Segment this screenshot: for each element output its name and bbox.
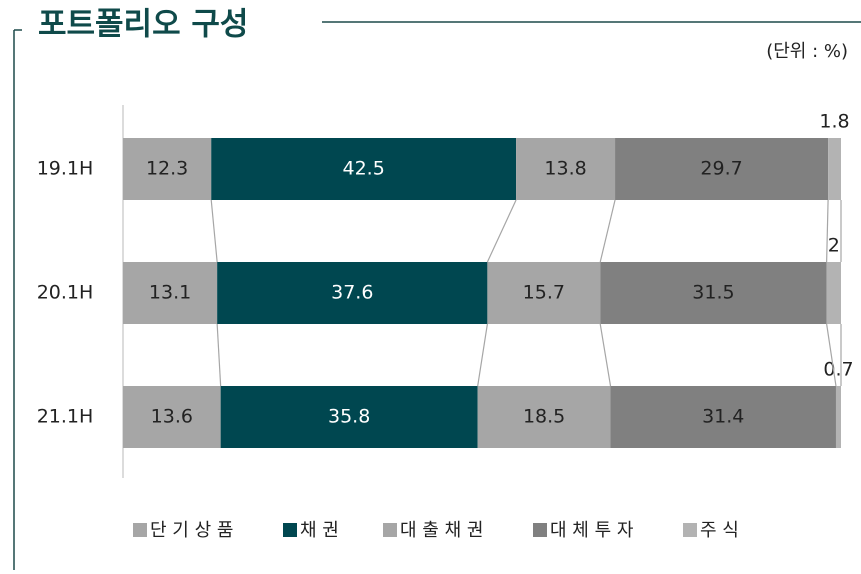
value-label: 31.5 xyxy=(692,282,734,304)
bar-segment xyxy=(615,138,829,200)
value-label: 15.7 xyxy=(523,282,565,304)
bar-segment xyxy=(516,138,616,200)
value-label: 13.6 xyxy=(151,406,193,428)
connector xyxy=(599,199,616,263)
value-label: 18.5 xyxy=(523,406,565,428)
category-label: 21.1H xyxy=(37,406,94,428)
bar-segment xyxy=(211,138,517,200)
value-label: 35.8 xyxy=(328,406,370,428)
value-label: 12.3 xyxy=(146,158,188,180)
legend-label: 채 권 xyxy=(300,520,339,541)
legend-swatch xyxy=(383,523,397,537)
bar-segment xyxy=(220,386,478,448)
legend-label: 단 기 상 품 xyxy=(150,520,233,541)
bar-segment xyxy=(826,262,841,324)
unit-label: (단위 : %) xyxy=(766,41,848,62)
bar-segment xyxy=(217,262,488,324)
bar-segment xyxy=(828,138,841,200)
bar-segment xyxy=(123,138,212,200)
value-label: 13.1 xyxy=(149,282,191,304)
connector xyxy=(210,199,218,263)
legend-swatch xyxy=(283,523,297,537)
connector xyxy=(477,323,488,387)
value-label: 31.4 xyxy=(702,406,744,428)
category-label: 19.1H xyxy=(37,158,94,180)
connector xyxy=(826,323,837,387)
legend-swatch xyxy=(133,523,147,537)
legend-label: 주 식 xyxy=(700,520,739,541)
value-label: 2 xyxy=(828,235,840,257)
legend-swatch xyxy=(683,523,697,537)
bar-segment xyxy=(600,262,827,324)
value-label: 42.5 xyxy=(342,158,384,180)
value-label: 29.7 xyxy=(700,158,742,180)
bar-segment xyxy=(477,386,611,448)
legend-label: 대 체 투 자 xyxy=(550,520,634,541)
connector xyxy=(486,199,517,263)
connector xyxy=(599,323,612,387)
category-label: 20.1H xyxy=(37,282,94,304)
value-label: 37.6 xyxy=(331,282,373,304)
chart-title: 포트폴리오 구성 xyxy=(38,7,248,43)
value-label: 13.8 xyxy=(544,158,586,180)
bar-segment xyxy=(123,262,218,324)
bar-segment xyxy=(123,386,221,448)
bar-segment xyxy=(835,386,841,448)
bar-segment xyxy=(487,262,601,324)
bar-segment xyxy=(610,386,836,448)
value-label: 0.7 xyxy=(823,359,853,381)
connector xyxy=(826,199,829,263)
connector xyxy=(216,323,222,387)
legend-label: 대 출 채 권 xyxy=(400,520,483,541)
legend-swatch xyxy=(533,523,547,537)
value-label: 1.8 xyxy=(819,111,849,133)
